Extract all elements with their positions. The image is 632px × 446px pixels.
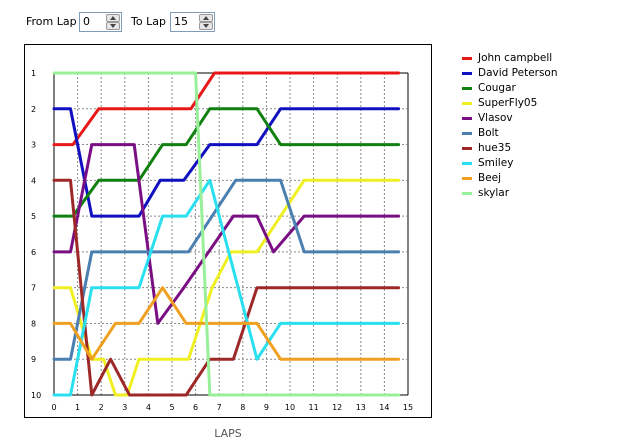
legend-label: John campbell <box>478 52 553 64</box>
arrow-down-icon <box>110 24 116 28</box>
series-line <box>52 107 401 218</box>
x-tick-label: 0 <box>51 403 56 412</box>
to-lap-spinner[interactable]: 15 <box>170 12 215 32</box>
legend-label: hue35 <box>478 142 512 154</box>
legend-label: Bolt <box>478 127 499 139</box>
legend-label: Smiley <box>478 157 514 169</box>
x-tick-label: 6 <box>193 403 198 412</box>
y-tick-label: 5 <box>31 212 36 221</box>
series-line <box>52 71 401 147</box>
x-axis-label: LAPS <box>214 427 242 440</box>
legend-label: SuperFly05 <box>478 97 538 109</box>
x-tick-label: 9 <box>264 403 269 412</box>
y-tick-label: 3 <box>31 141 36 150</box>
x-tick-label: 14 <box>379 403 389 412</box>
from-lap-spinner[interactable]: 0 <box>79 12 122 32</box>
legend-swatch <box>462 192 472 195</box>
series-line <box>52 286 401 361</box>
legend-swatch <box>462 132 472 135</box>
y-tick-label: 6 <box>31 248 36 257</box>
x-tick-label: 10 <box>285 403 295 412</box>
x-tick-label: 13 <box>356 403 366 412</box>
series-line <box>52 107 401 218</box>
x-tick-label: 12 <box>332 403 342 412</box>
legend-swatch <box>462 162 472 165</box>
legend-swatch <box>462 177 472 180</box>
x-tick-label: 4 <box>146 403 151 412</box>
lap-position-chart-frame: 1 2 3 4 5 6 7 8 9 10 0 1 2 3 4 5 6 7 8 9 10 11 12 13 14 15 <box>24 44 432 418</box>
from-lap-label: From Lap <box>26 15 77 28</box>
y-tick-label: 7 <box>31 284 36 293</box>
from-lap-decrement-button[interactable] <box>106 22 120 30</box>
x-tick-label: 1 <box>75 403 80 412</box>
to-lap-value[interactable]: 15 <box>174 15 188 28</box>
y-tick-label: 1 <box>31 69 36 78</box>
legend-swatch <box>462 102 472 105</box>
from-lap-increment-button[interactable] <box>106 14 120 22</box>
legend-label: Beej <box>478 172 502 184</box>
from-lap-spin-buttons <box>106 14 120 30</box>
to-lap-increment-button[interactable] <box>199 14 213 22</box>
arrow-up-icon <box>110 16 116 20</box>
legend-swatch <box>462 147 472 150</box>
arrow-up-icon <box>203 16 209 20</box>
series-line <box>52 143 401 325</box>
to-lap-label: To Lap <box>131 15 166 28</box>
series-line <box>52 71 401 397</box>
legend-label: Vlasov <box>478 112 513 124</box>
x-tick-label: 8 <box>240 403 245 412</box>
y-tick-label: 2 <box>31 105 36 114</box>
to-lap-spin-buttons <box>199 14 213 30</box>
x-tick-label: 3 <box>122 403 127 412</box>
legend-label: Cougar <box>478 82 516 94</box>
y-tick-label: 4 <box>31 176 36 185</box>
to-lap-decrement-button[interactable] <box>199 22 213 30</box>
legend-label: David Peterson <box>478 67 558 79</box>
legend-swatch <box>462 117 472 120</box>
legend-swatch <box>462 72 472 75</box>
x-tick-label: 7 <box>217 403 222 412</box>
from-lap-value[interactable]: 0 <box>83 15 90 28</box>
y-tick-label: 9 <box>31 355 36 364</box>
legend-swatch <box>462 57 472 60</box>
legend-swatch <box>462 87 472 90</box>
x-tick-label: 2 <box>99 403 104 412</box>
y-tick-label: 8 <box>31 319 36 328</box>
arrow-down-icon <box>203 24 209 28</box>
series-line <box>52 178 401 361</box>
y-tick-label: 10 <box>31 391 41 400</box>
x-tick-label: 11 <box>309 403 319 412</box>
legend-label: skylar <box>478 187 510 199</box>
x-tick-label: 5 <box>169 403 174 412</box>
x-tick-label: 15 <box>403 403 413 412</box>
